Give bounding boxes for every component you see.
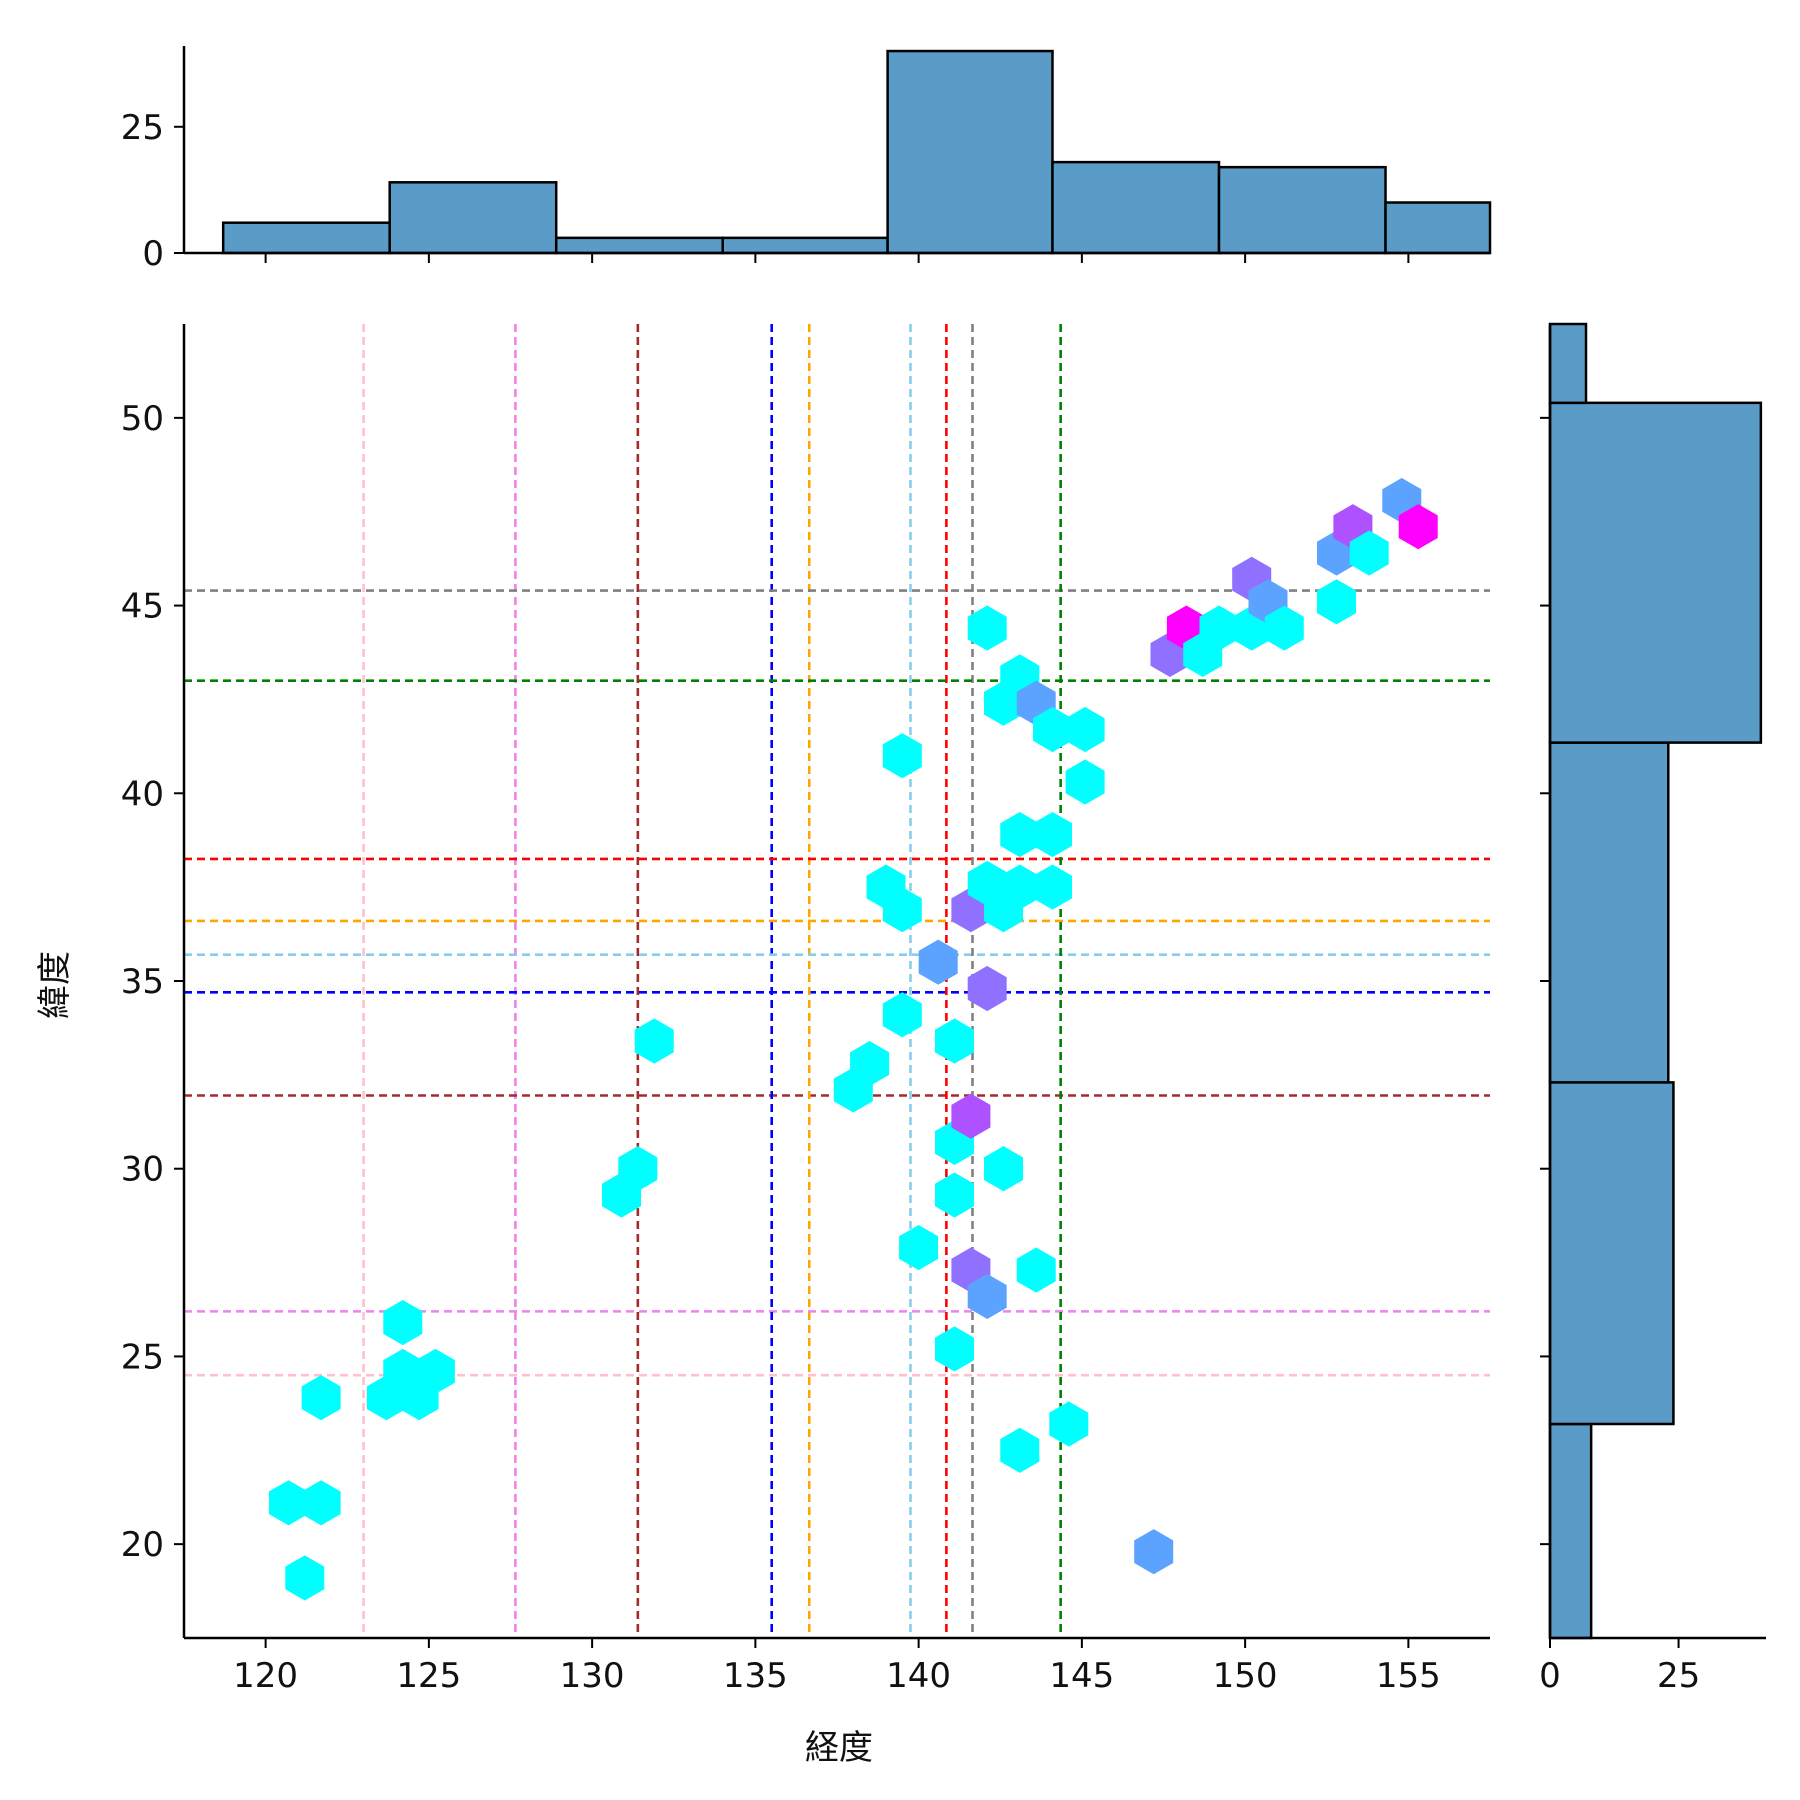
y-tick-label: 45 <box>121 587 164 627</box>
histogram-bar <box>1548 1422 1593 1640</box>
hexbin-cell <box>1264 605 1304 651</box>
main-axes: 120 125 130 135 140 145 150 155 20 25 30 35 40 45 50 <box>121 324 1490 1696</box>
hexbin-cell <box>1033 812 1072 858</box>
histogram-bar <box>221 221 391 255</box>
hexbin-cell <box>951 1093 991 1139</box>
hexbin-cell <box>285 1555 325 1601</box>
marginal-y-histogram: 0 25 <box>1539 322 1766 1696</box>
y-tick-label: 20 <box>121 1525 164 1565</box>
hexbin-cell <box>935 1172 974 1218</box>
histogram-bar <box>1548 1081 1675 1426</box>
x-axis-label: 経度 <box>805 1728 873 1768</box>
hexbin-cell <box>935 1326 974 1372</box>
hexbin-cell <box>967 965 1007 1012</box>
hexbin-cell <box>984 1146 1023 1192</box>
histogram-bar <box>1051 160 1221 255</box>
x-tick-label: 120 <box>233 1656 298 1696</box>
hexbin-cell <box>967 1273 1007 1319</box>
hexbin-cell <box>918 939 958 985</box>
histogram-bar <box>388 181 558 255</box>
hexbin-cell <box>415 1348 455 1394</box>
hexbin-cell <box>882 733 922 779</box>
x-tick-label: 155 <box>1376 1656 1441 1696</box>
hexbin-cell <box>1134 1529 1174 1575</box>
y-tick-label: 35 <box>121 962 164 1002</box>
hexbin-cell <box>899 1225 939 1271</box>
hexbin-cell <box>1065 706 1105 753</box>
histogram-bar <box>1384 201 1492 255</box>
x-tick-label: 150 <box>1213 1656 1278 1696</box>
hexbin-cell <box>882 887 922 933</box>
hexbin-cell <box>850 1041 890 1087</box>
hexbin-cell <box>1016 1247 1056 1293</box>
marginal-y-tick-label: 25 <box>1657 1656 1700 1696</box>
marginal-x-tick-label: 0 <box>142 234 164 274</box>
histogram-bar <box>1548 741 1670 1084</box>
histogram-bar <box>1217 165 1387 255</box>
hexbin-cell <box>618 1146 658 1192</box>
hexbin-cell <box>1033 864 1072 910</box>
histogram-bar <box>721 236 889 255</box>
reference-lines <box>184 324 1490 1638</box>
y-tick-label: 30 <box>121 1150 164 1190</box>
histogram-bar <box>1548 401 1763 744</box>
hexbin-cell <box>882 992 922 1038</box>
histogram-bar <box>1548 322 1588 405</box>
marginal-y-tick-label: 0 <box>1539 1656 1561 1696</box>
marginal-x-tick-label: 25 <box>121 108 164 148</box>
hexbin-cell <box>1317 579 1356 625</box>
hexbin-cell <box>1000 1427 1040 1473</box>
hexbin-cell <box>301 1375 341 1421</box>
y-tick-label: 25 <box>121 1337 164 1377</box>
histogram-bar <box>554 236 724 255</box>
hexbin-cell <box>1049 1401 1089 1447</box>
y-tick-label: 40 <box>121 774 164 814</box>
hexbin-cell <box>383 1300 423 1346</box>
main-hexbin-plot: 120 125 130 135 140 145 150 155 20 25 30 35 40 45 50 <box>121 324 1490 1696</box>
x-tick-label: 135 <box>723 1656 788 1696</box>
hexbin-cell <box>935 1018 974 1064</box>
hexbin-cell <box>1349 530 1389 576</box>
y-tick-label: 50 <box>121 399 164 439</box>
x-tick-label: 125 <box>396 1656 461 1696</box>
histogram-bar <box>886 49 1054 255</box>
hexbin-cell <box>301 1480 341 1526</box>
hexbin-cell <box>1065 759 1105 805</box>
hexbin-cell <box>634 1018 674 1064</box>
hexbin-cell <box>1398 504 1438 550</box>
hexbin-cell <box>967 605 1007 651</box>
marginal-x-histogram: 0 25 <box>121 46 1492 274</box>
x-tick-label: 145 <box>1049 1656 1114 1696</box>
x-tick-label: 130 <box>560 1656 625 1696</box>
hexbin-cells <box>269 477 1438 1601</box>
y-axis-label: 緯度 <box>35 951 75 1019</box>
x-tick-label: 140 <box>886 1656 951 1696</box>
